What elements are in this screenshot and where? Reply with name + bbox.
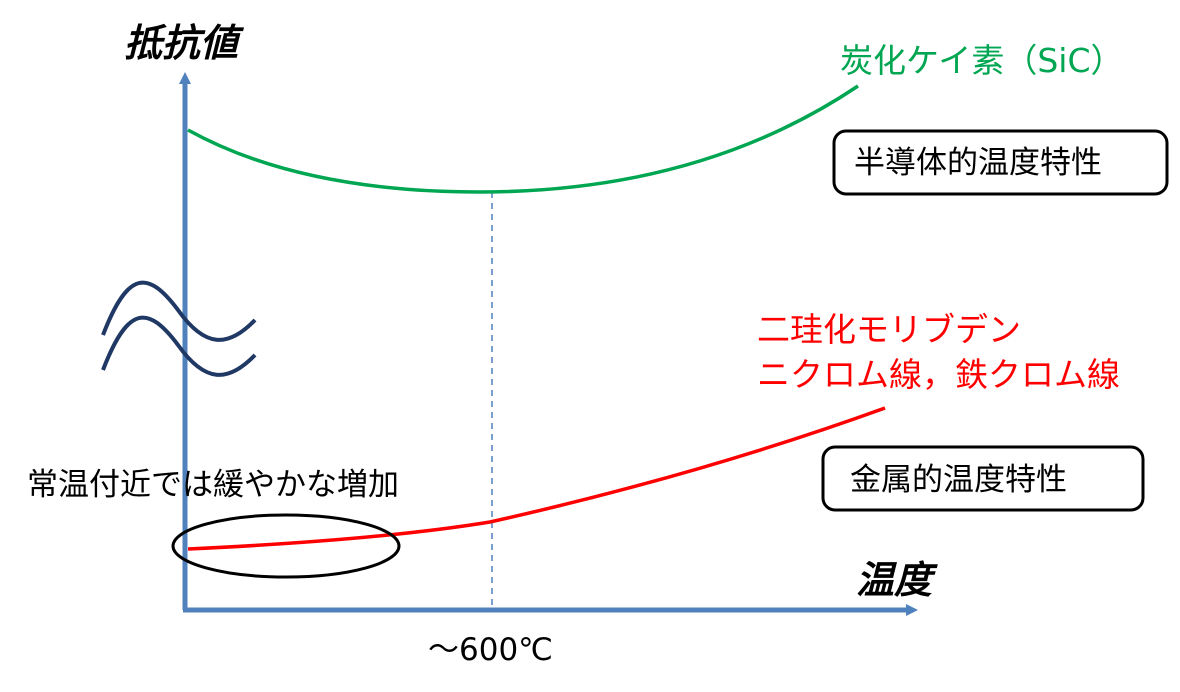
semiconductor-box-label: 半導体的温度特性 xyxy=(854,145,1102,181)
room-temp-ellipse xyxy=(171,513,401,579)
semiconductor-box xyxy=(832,129,1169,196)
metal-label-line2: ニクロム線，鉄クロム線 xyxy=(757,355,1120,394)
metal-curve xyxy=(187,406,886,551)
y-axis-title: 抵抗値 xyxy=(124,21,245,65)
axis-break-mark xyxy=(101,280,257,377)
room-temp-annotation: 常温付近では緩やかな増加 xyxy=(27,467,399,503)
sic-curve xyxy=(187,84,859,194)
sic-label: 炭化ケイ素（SiC） xyxy=(840,41,1124,80)
metallic-box xyxy=(821,445,1145,512)
metal-label-line1: 二珪化モリブデン xyxy=(757,310,1021,349)
metallic-box-label: 金属的温度特性 xyxy=(850,462,1067,498)
x-axis-title: 温度 xyxy=(856,558,938,602)
x-marker-label: ～600℃ xyxy=(428,632,553,668)
